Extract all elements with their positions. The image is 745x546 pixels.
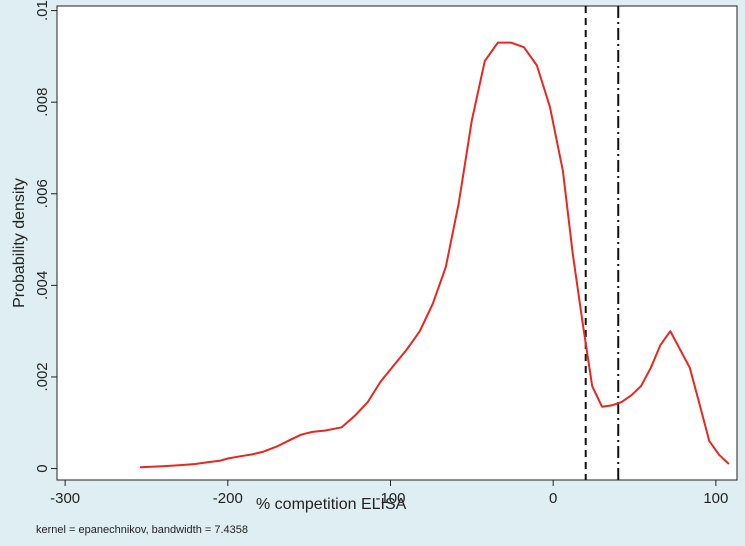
- y-tick-label: .01: [34, 0, 51, 21]
- y-tick-label: 0: [34, 464, 51, 472]
- y-axis: 0 .002 .004 .006 .008 .01: [34, 0, 57, 473]
- series-group: [139, 41, 730, 469]
- y-tick-label: .006: [34, 179, 51, 208]
- x-tick-label: 0: [549, 490, 557, 507]
- x-tick-label: -200: [213, 490, 243, 507]
- x-axis-label: % competition ELISA: [256, 496, 407, 513]
- y-tick-label: .004: [34, 271, 51, 300]
- reference-lines: [584, 6, 620, 480]
- y-tick-label: .008: [34, 88, 51, 117]
- x-tick-label: -100: [375, 490, 405, 507]
- x-axis: -300 -200 -100 0 100: [50, 480, 728, 507]
- plot-area: [56, 5, 738, 481]
- kernel-note: kernel = epanechnikov, bandwidth = 7.435…: [36, 524, 248, 536]
- x-tick-label: 100: [703, 490, 728, 507]
- y-tick-label: .002: [34, 362, 51, 391]
- density-curve: [139, 41, 730, 469]
- x-tick-label: -300: [50, 490, 80, 507]
- y-axis-label: Probability density: [11, 178, 28, 308]
